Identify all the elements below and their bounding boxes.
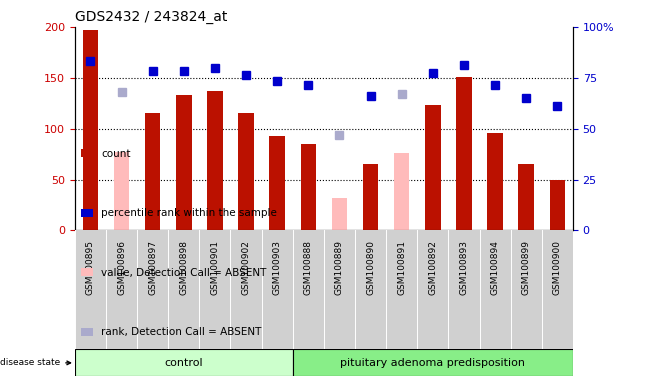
Text: GSM100900: GSM100900 [553, 240, 562, 295]
Text: GSM100895: GSM100895 [86, 240, 95, 295]
Text: GSM100888: GSM100888 [304, 240, 313, 295]
Text: percentile rank within the sample: percentile rank within the sample [101, 208, 277, 218]
Bar [425, 105, 441, 230]
Text: GSM100902: GSM100902 [242, 240, 251, 295]
Text: GSM100899: GSM100899 [521, 240, 531, 295]
Text: GSM100898: GSM100898 [179, 240, 188, 295]
Bar [363, 164, 378, 230]
Text: disease state: disease state [0, 358, 70, 367]
Bar [238, 113, 254, 230]
Text: GSM100891: GSM100891 [397, 240, 406, 295]
Text: value, Detection Call = ABSENT: value, Detection Call = ABSENT [101, 268, 266, 278]
Text: GDS2432 / 243824_at: GDS2432 / 243824_at [75, 10, 227, 25]
Text: GSM100901: GSM100901 [210, 240, 219, 295]
Text: count: count [101, 149, 130, 159]
Bar [301, 144, 316, 230]
Text: GSM100892: GSM100892 [428, 240, 437, 295]
Text: GSM100903: GSM100903 [273, 240, 282, 295]
Text: rank, Detection Call = ABSENT: rank, Detection Call = ABSENT [101, 327, 261, 337]
Text: GSM100897: GSM100897 [148, 240, 157, 295]
Bar [270, 136, 285, 230]
Bar [207, 91, 223, 230]
Bar [75, 349, 293, 376]
Bar [549, 180, 565, 230]
Bar [83, 30, 98, 230]
Bar [331, 198, 347, 230]
Bar [518, 164, 534, 230]
Text: GSM100894: GSM100894 [491, 240, 499, 295]
Text: GSM100896: GSM100896 [117, 240, 126, 295]
Bar [293, 349, 573, 376]
Text: control: control [165, 358, 203, 368]
Bar [176, 95, 191, 230]
Bar [394, 153, 409, 230]
Bar [456, 77, 472, 230]
Bar [114, 152, 130, 230]
Text: GSM100893: GSM100893 [460, 240, 469, 295]
Bar [145, 113, 160, 230]
Text: GSM100890: GSM100890 [366, 240, 375, 295]
Bar [488, 133, 503, 230]
Text: GSM100889: GSM100889 [335, 240, 344, 295]
Text: pituitary adenoma predisposition: pituitary adenoma predisposition [340, 358, 525, 368]
